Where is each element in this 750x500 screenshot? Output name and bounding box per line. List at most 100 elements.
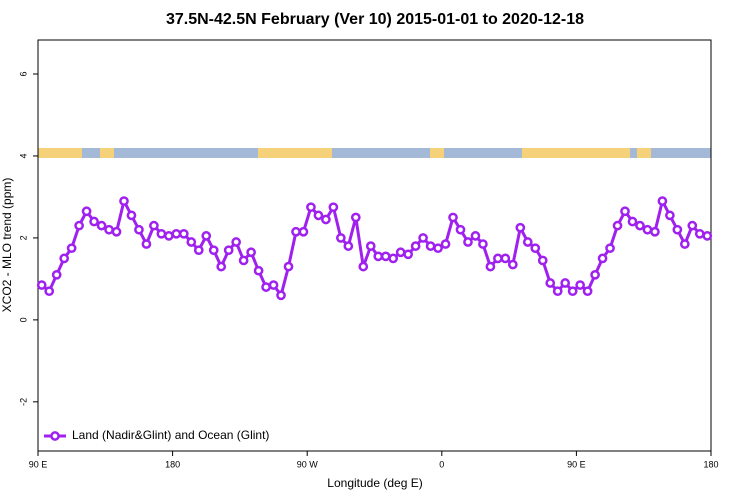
data-point — [575, 280, 585, 290]
data-point — [567, 286, 578, 297]
data-point — [530, 243, 541, 254]
data-point — [178, 228, 189, 239]
data-point — [66, 243, 77, 254]
data-point — [642, 224, 653, 235]
data-point — [687, 220, 698, 231]
data-point — [268, 280, 279, 290]
data-point — [507, 259, 518, 270]
data-point — [537, 255, 548, 266]
data-point — [216, 261, 227, 272]
data-point — [665, 210, 675, 221]
data-point — [246, 247, 256, 258]
x-tick-label: 90 W — [297, 459, 319, 469]
data-point — [126, 210, 137, 221]
data-point — [336, 233, 346, 243]
data-point — [627, 216, 638, 227]
data-point — [96, 220, 107, 231]
data-point — [597, 253, 608, 264]
data-point — [425, 241, 436, 251]
data-point — [276, 290, 286, 301]
x-tick-label: 180 — [703, 459, 718, 469]
data-point — [485, 261, 496, 272]
plot-frame — [37, 39, 712, 452]
data-point — [380, 251, 391, 262]
data-point — [328, 202, 339, 213]
data-point — [373, 251, 384, 262]
data-point — [186, 237, 197, 247]
data-point — [119, 196, 129, 206]
x-tick-label: 90 E — [29, 459, 48, 469]
data-point — [283, 261, 294, 272]
data-point — [298, 226, 309, 237]
data-point — [395, 247, 406, 258]
data-point — [635, 220, 645, 231]
x-axis-label: Longitude (deg E) — [327, 476, 422, 490]
data-point — [650, 226, 660, 237]
data-point — [694, 228, 705, 239]
data-point — [171, 228, 182, 239]
y-tick-label: 6 — [18, 72, 28, 77]
data-point — [74, 220, 84, 231]
data-point — [552, 286, 563, 297]
data-point — [223, 245, 234, 256]
data-point — [679, 239, 690, 249]
data-point — [455, 224, 466, 235]
data-point — [500, 253, 511, 264]
data-point — [36, 280, 47, 290]
y-axis-label: XCO2 - MLO trend (ppm) — [0, 178, 14, 313]
data-point — [51, 269, 62, 280]
data-point — [605, 243, 615, 254]
data-point — [89, 216, 99, 227]
data-point — [410, 241, 421, 251]
data-point — [463, 237, 473, 247]
chart-title: 37.5N-42.5N February (Ver 10) 2015-01-01… — [166, 11, 584, 28]
data-point — [193, 245, 204, 256]
data-point — [522, 237, 533, 247]
y-tick-label: -2 — [18, 398, 28, 406]
data-point — [702, 231, 713, 241]
data-point — [403, 249, 413, 260]
map-strip — [38, 148, 711, 158]
data-point — [238, 255, 249, 266]
data-point — [493, 253, 503, 264]
data-point — [164, 231, 174, 241]
x-tick-label: 180 — [165, 459, 180, 469]
data-point — [59, 253, 70, 264]
y-tick-label: 0 — [18, 317, 28, 322]
data-point — [201, 231, 212, 241]
data-point — [448, 212, 458, 223]
data-point — [253, 265, 264, 276]
data-point — [208, 245, 219, 256]
data-point — [104, 224, 114, 235]
data-point — [291, 226, 301, 237]
data-point — [149, 220, 159, 231]
legend-marker — [50, 431, 60, 441]
data-point — [350, 212, 361, 223]
data-point — [81, 206, 92, 217]
data-point — [261, 282, 271, 292]
data-point — [44, 286, 55, 297]
data-point — [470, 231, 481, 241]
data-point — [582, 286, 593, 297]
data-point — [306, 202, 316, 213]
data-point — [313, 210, 324, 221]
data-point — [545, 278, 556, 288]
x-tick-label: 0 — [439, 459, 444, 469]
data-point — [141, 239, 152, 249]
data-point — [134, 224, 144, 235]
y-tick-label: 2 — [18, 235, 28, 240]
data-point — [418, 233, 428, 243]
data-point — [560, 278, 571, 288]
legend-label: Land (Nadir&Glint) and Ocean (Glint) — [72, 428, 269, 442]
data-point — [231, 237, 242, 247]
data-point — [365, 241, 376, 251]
data-point — [388, 253, 399, 264]
data-point — [620, 206, 630, 217]
data-point — [672, 224, 683, 235]
x-tick-label: 90 E — [567, 459, 586, 469]
data-point — [440, 239, 451, 249]
data-point — [433, 243, 443, 254]
data-point — [111, 226, 122, 237]
data-point — [321, 214, 331, 225]
